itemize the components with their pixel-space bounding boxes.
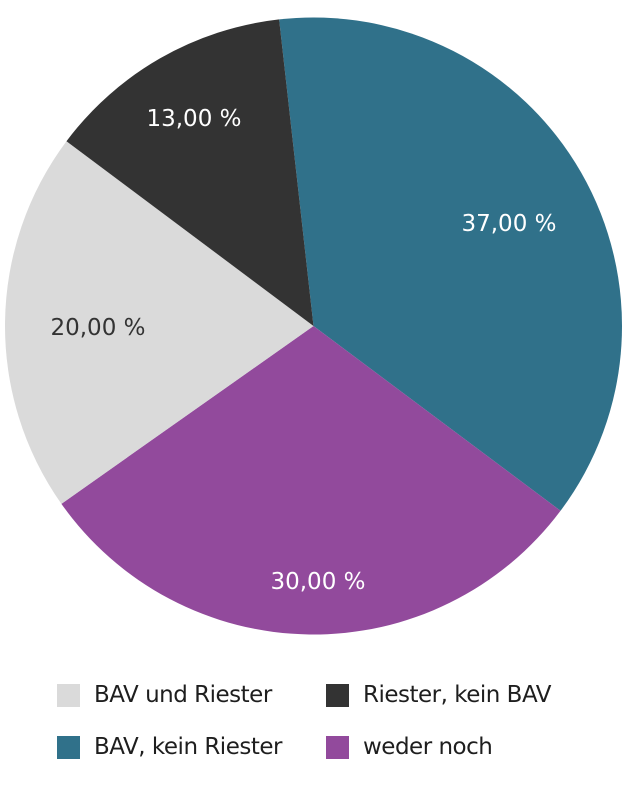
pie-chart: 37,00 % 30,00 % 20,00 % 13,00 % <box>4 17 623 635</box>
slice-value-label: 20,00 % <box>50 315 145 341</box>
pie-slice-bav-kein-riester[interactable] <box>279 17 623 511</box>
pie-slice-bav-und-riester[interactable] <box>4 141 314 504</box>
legend-item-bav-und-riester[interactable]: BAV und Riester <box>57 682 272 708</box>
legend-label: weder noch <box>363 734 493 760</box>
legend-item-bav-kein-riester[interactable]: BAV, kein Riester <box>57 734 282 760</box>
legend-swatch-icon <box>326 683 349 707</box>
slice-value-label: 37,00 % <box>461 211 556 237</box>
pie-slice-weder-noch[interactable] <box>61 326 561 635</box>
pie-labels: 37,00 % 30,00 % 20,00 % 13,00 % <box>50 106 556 595</box>
legend-swatch-icon <box>57 683 80 707</box>
legend-item-weder-noch[interactable]: weder noch <box>326 734 493 760</box>
slice-value-label: 13,00 % <box>146 106 241 132</box>
legend-swatch-icon <box>326 735 349 759</box>
pie-slices <box>4 17 623 635</box>
slice-value-label: 30,00 % <box>270 569 365 595</box>
legend-swatch-icon <box>57 735 80 759</box>
legend-item-riester-kein-bav[interactable]: Riester, kein BAV <box>326 682 551 708</box>
pie-slice-riester-kein-bav[interactable] <box>66 19 314 326</box>
legend-label: Riester, kein BAV <box>363 682 551 708</box>
legend-label: BAV, kein Riester <box>94 734 282 760</box>
legend-label: BAV und Riester <box>94 682 272 708</box>
